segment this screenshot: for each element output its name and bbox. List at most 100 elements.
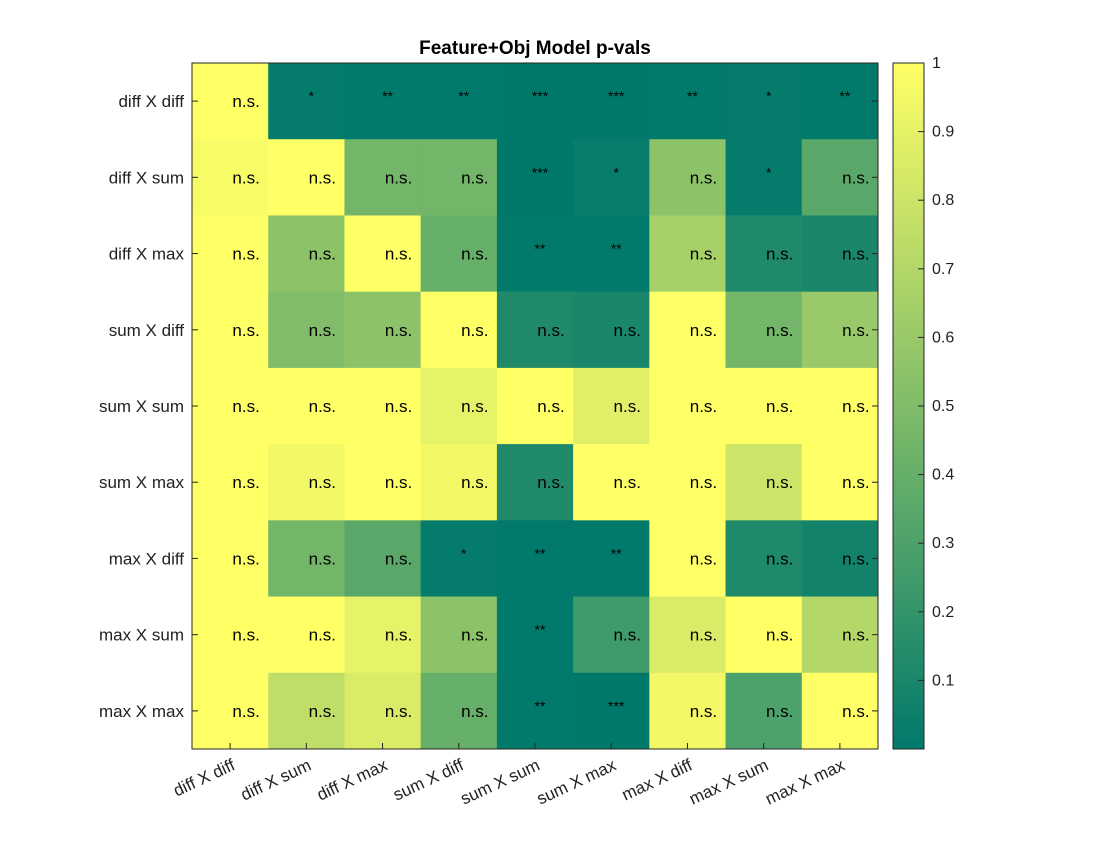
heatmap-cell bbox=[192, 139, 269, 216]
x-tick-label: diff X sum bbox=[238, 755, 314, 804]
heatmap-cell bbox=[801, 215, 879, 293]
heatmap-cell bbox=[420, 139, 498, 216]
cell-annotation: n.s. bbox=[690, 702, 717, 721]
cell-annotation: *** bbox=[532, 88, 549, 104]
heatmap-cell bbox=[420, 291, 498, 369]
cell-annotation: n.s. bbox=[842, 626, 869, 645]
cell-annotation: n.s. bbox=[461, 473, 488, 492]
heatmap-cell bbox=[496, 520, 574, 598]
heatmap-cell bbox=[801, 444, 879, 521]
heatmap-cell bbox=[344, 672, 422, 750]
cell-annotation: ** bbox=[611, 241, 622, 257]
heatmap-cell bbox=[801, 520, 879, 598]
cell-annotation: n.s. bbox=[385, 168, 412, 187]
cell-annotation: n.s. bbox=[690, 626, 717, 645]
heatmap-cell bbox=[725, 444, 803, 521]
heatmap-cell bbox=[420, 672, 498, 750]
x-tick-label: max X max bbox=[762, 755, 848, 808]
heatmap-cell bbox=[649, 672, 727, 750]
cell-annotation: n.s. bbox=[385, 626, 412, 645]
cell-annotation: n.s. bbox=[766, 626, 793, 645]
y-tick-label: diff X diff bbox=[118, 92, 184, 111]
y-tick-label: max X diff bbox=[109, 549, 185, 568]
cell-annotation: n.s. bbox=[842, 245, 869, 264]
heatmap-cell bbox=[192, 520, 269, 598]
cell-annotation: n.s. bbox=[766, 549, 793, 568]
heatmap-cell bbox=[725, 520, 803, 598]
colorbar-tick-label: 1 bbox=[932, 55, 941, 72]
heatmap-cell bbox=[268, 672, 345, 750]
heatmap-cell bbox=[344, 367, 422, 445]
heatmap-cell bbox=[420, 63, 498, 140]
cell-annotation: n.s. bbox=[385, 397, 412, 416]
heatmap-cell bbox=[192, 215, 269, 293]
heatmap-cell bbox=[496, 672, 574, 750]
cell-annotation: n.s. bbox=[309, 397, 336, 416]
cell-annotation: n.s. bbox=[461, 702, 488, 721]
heatmap-cell bbox=[801, 367, 879, 445]
cell-annotation: n.s. bbox=[461, 397, 488, 416]
heatmap-cell bbox=[192, 291, 269, 369]
cell-annotation: n.s. bbox=[766, 473, 793, 492]
cell-annotation: n.s. bbox=[614, 473, 641, 492]
x-tick-label: sum X sum bbox=[458, 755, 543, 808]
cell-annotation: n.s. bbox=[309, 626, 336, 645]
heatmap-cell bbox=[344, 596, 422, 674]
x-axis-labels: diff X diff diff X sum diff X max sum X dif… bbox=[170, 743, 848, 809]
heatmap-cell bbox=[573, 215, 650, 293]
x-tick-label: diff X max bbox=[314, 755, 391, 804]
heatmap-cell bbox=[649, 139, 727, 216]
x-tick-label: sum X max bbox=[534, 755, 620, 808]
heatmap-cell bbox=[496, 139, 574, 216]
heatmap-cell bbox=[496, 367, 574, 445]
y-axis-labels: diff X diff diff X sum diff X max sum X dif… bbox=[99, 92, 878, 721]
heatmap-cell bbox=[344, 291, 422, 369]
cell-annotation: * bbox=[461, 545, 467, 561]
cell-annotation: n.s. bbox=[385, 321, 412, 340]
heatmap-cell bbox=[573, 520, 650, 598]
cell-annotation: n.s. bbox=[461, 626, 488, 645]
heatmap-cell bbox=[192, 367, 269, 445]
cell-annotation: n.s. bbox=[690, 473, 717, 492]
heatmap-cell bbox=[649, 215, 727, 293]
cell-annotation: n.s. bbox=[461, 245, 488, 264]
cell-annotation: n.s. bbox=[614, 397, 641, 416]
cell-annotation: ** bbox=[535, 698, 546, 714]
heatmap-cell bbox=[801, 596, 879, 674]
cell-annotation: ** bbox=[839, 88, 850, 104]
cell-annotation: n.s. bbox=[690, 168, 717, 187]
y-tick-label: sum X max bbox=[99, 473, 185, 492]
colorbar-tick-label: 0.5 bbox=[932, 398, 954, 415]
heatmap-cell bbox=[268, 520, 345, 598]
heatmap-cell bbox=[344, 215, 422, 293]
cell-annotation: n.s. bbox=[232, 321, 259, 340]
cell-annotation: n.s. bbox=[537, 473, 564, 492]
cell-annotation: n.s. bbox=[232, 168, 259, 187]
cell-annotation: n.s. bbox=[766, 397, 793, 416]
heatmap-cell bbox=[725, 215, 803, 293]
cell-annotation: *** bbox=[608, 88, 625, 104]
heatmap-cell bbox=[192, 444, 269, 521]
heatmap-cell bbox=[725, 291, 803, 369]
cell-annotation: n.s. bbox=[232, 473, 259, 492]
heatmap-cell bbox=[801, 672, 879, 750]
heatmap-cell bbox=[268, 367, 345, 445]
cell-annotation: n.s. bbox=[842, 473, 869, 492]
heatmap-cell bbox=[725, 367, 803, 445]
cell-annotation: n.s. bbox=[842, 168, 869, 187]
heatmap-cell bbox=[649, 367, 727, 445]
chart-title: Feature+Obj Model p-vals bbox=[419, 38, 651, 59]
colorbar-tick-label: 0.1 bbox=[932, 672, 954, 689]
cell-annotation: n.s. bbox=[690, 549, 717, 568]
cell-annotation: n.s. bbox=[385, 702, 412, 721]
cell-annotation: n.s. bbox=[385, 245, 412, 264]
colorbar-tick-label: 0.3 bbox=[932, 535, 954, 552]
heatmap-cell bbox=[496, 596, 574, 674]
heatmap-cell bbox=[420, 215, 498, 293]
cell-annotation: n.s. bbox=[614, 626, 641, 645]
heatmap-cell bbox=[573, 139, 650, 216]
cell-annotation: n.s. bbox=[309, 702, 336, 721]
cell-annotation: n.s. bbox=[537, 397, 564, 416]
cell-annotation: n.s. bbox=[842, 397, 869, 416]
